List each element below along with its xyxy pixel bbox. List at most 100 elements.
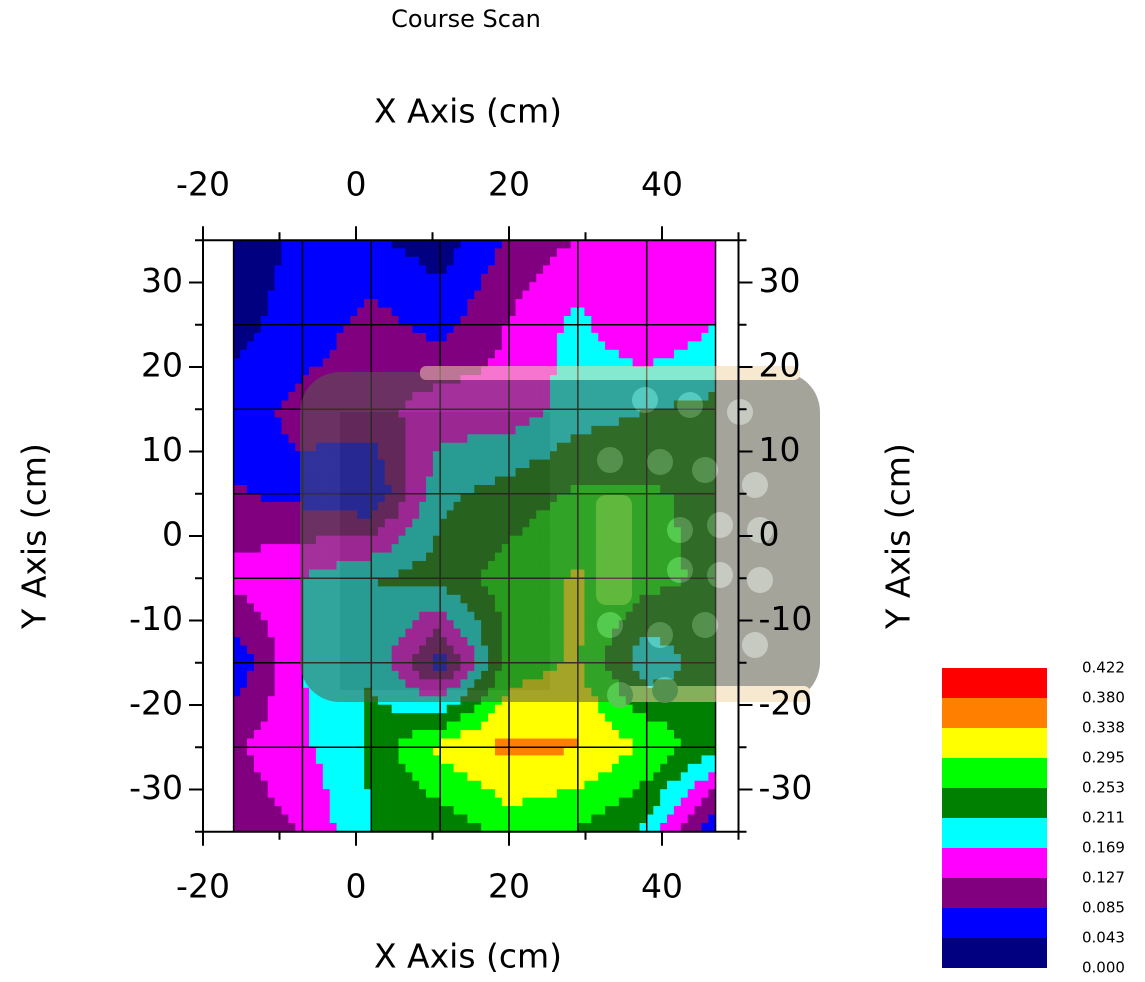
contour-cell (481, 316, 488, 324)
contour-cell (447, 283, 454, 291)
contour-cell (709, 823, 716, 831)
contour-cell (240, 519, 247, 527)
contour-cell (399, 342, 406, 350)
contour-cell (509, 316, 516, 324)
contour-cell (557, 240, 564, 248)
contour-cell (461, 773, 468, 781)
contour-cell (247, 612, 254, 620)
contour-cell (543, 790, 550, 798)
contour-cell (660, 798, 667, 806)
contour-cell (454, 308, 461, 316)
contour-cell (282, 409, 289, 417)
contour-cell (688, 359, 695, 367)
contour-cell (543, 257, 550, 265)
contour-cell (681, 249, 688, 257)
contour-cell (323, 730, 330, 738)
contour-cell (578, 240, 585, 248)
contour-cell (426, 350, 433, 358)
contour-cell (268, 426, 275, 434)
contour-cell (378, 823, 385, 831)
contour-cell (619, 806, 626, 814)
contour-cell (681, 790, 688, 798)
contour-cell (413, 730, 420, 738)
contour-cell (371, 764, 378, 772)
contour-cell (495, 249, 502, 257)
chart: Course Scan X Axis (cm) X Axis (cm) Y Ax… (0, 0, 1145, 982)
contour-cell (447, 756, 454, 764)
contour-cell (557, 781, 564, 789)
contour-cell (282, 697, 289, 705)
contour-cell (647, 342, 654, 350)
contour-cell (309, 240, 316, 248)
contour-cell (240, 756, 247, 764)
contour-cell (654, 790, 661, 798)
contour-cell (371, 249, 378, 257)
contour-cell (674, 257, 681, 265)
contour-cell (461, 350, 468, 358)
contour-cell (592, 730, 599, 738)
contour-cell (302, 764, 309, 772)
contour-cell (564, 722, 571, 730)
contour-cell (461, 274, 468, 282)
contour-cell (468, 781, 475, 789)
contour-cell (323, 705, 330, 713)
contour-cell (440, 722, 447, 730)
contour-cell (240, 249, 247, 257)
contour-cell (406, 342, 413, 350)
contour-cell (282, 325, 289, 333)
contour-cell (275, 257, 282, 265)
contour-cell (275, 299, 282, 307)
contour-cell (289, 587, 296, 595)
contour-cell (344, 299, 351, 307)
contour-cell (585, 722, 592, 730)
contour-cell (240, 283, 247, 291)
contour-cell (302, 722, 309, 730)
contour-cell (234, 663, 241, 671)
contour-cell (323, 316, 330, 324)
contour-cell (509, 705, 516, 713)
contour-cell (667, 781, 674, 789)
contour-cell (406, 713, 413, 721)
contour-cell (371, 316, 378, 324)
contour-cell (516, 249, 523, 257)
contour-cell (323, 747, 330, 755)
contour-cell (268, 629, 275, 637)
contour-cell (419, 739, 426, 747)
contour-cell (695, 798, 702, 806)
contour-cell (578, 249, 585, 257)
contour-cell (344, 249, 351, 257)
contour-cell (254, 333, 261, 341)
contour-cell (351, 283, 358, 291)
contour-cell (330, 781, 337, 789)
contour-cell (351, 308, 358, 316)
contour-cell (323, 359, 330, 367)
contour-cell (413, 350, 420, 358)
contour-cell (254, 291, 261, 299)
contour-cell (709, 798, 716, 806)
contour-cell (234, 671, 241, 679)
y-axis-label-right: Y Axis (cm) (879, 443, 918, 630)
contour-cell (240, 663, 247, 671)
contour-cell (289, 806, 296, 814)
contour-cell (612, 722, 619, 730)
contour-cell (688, 291, 695, 299)
contour-cell (481, 739, 488, 747)
contour-cell (461, 713, 468, 721)
contour-cell (667, 240, 674, 248)
contour-cell (234, 426, 241, 434)
contour-cell (296, 384, 303, 392)
contour-cell (619, 299, 626, 307)
contour-cell (385, 283, 392, 291)
contour-cell (571, 291, 578, 299)
contour-cell (344, 257, 351, 265)
contour-cell (413, 713, 420, 721)
contour-cell (254, 316, 261, 324)
contour-cell (289, 418, 296, 426)
contour-cell (268, 637, 275, 645)
contour-cell (674, 308, 681, 316)
contour-cell (537, 790, 544, 798)
contour-cell (371, 274, 378, 282)
contour-cell (261, 257, 268, 265)
contour-cell (261, 435, 268, 443)
contour-cell (240, 544, 247, 552)
